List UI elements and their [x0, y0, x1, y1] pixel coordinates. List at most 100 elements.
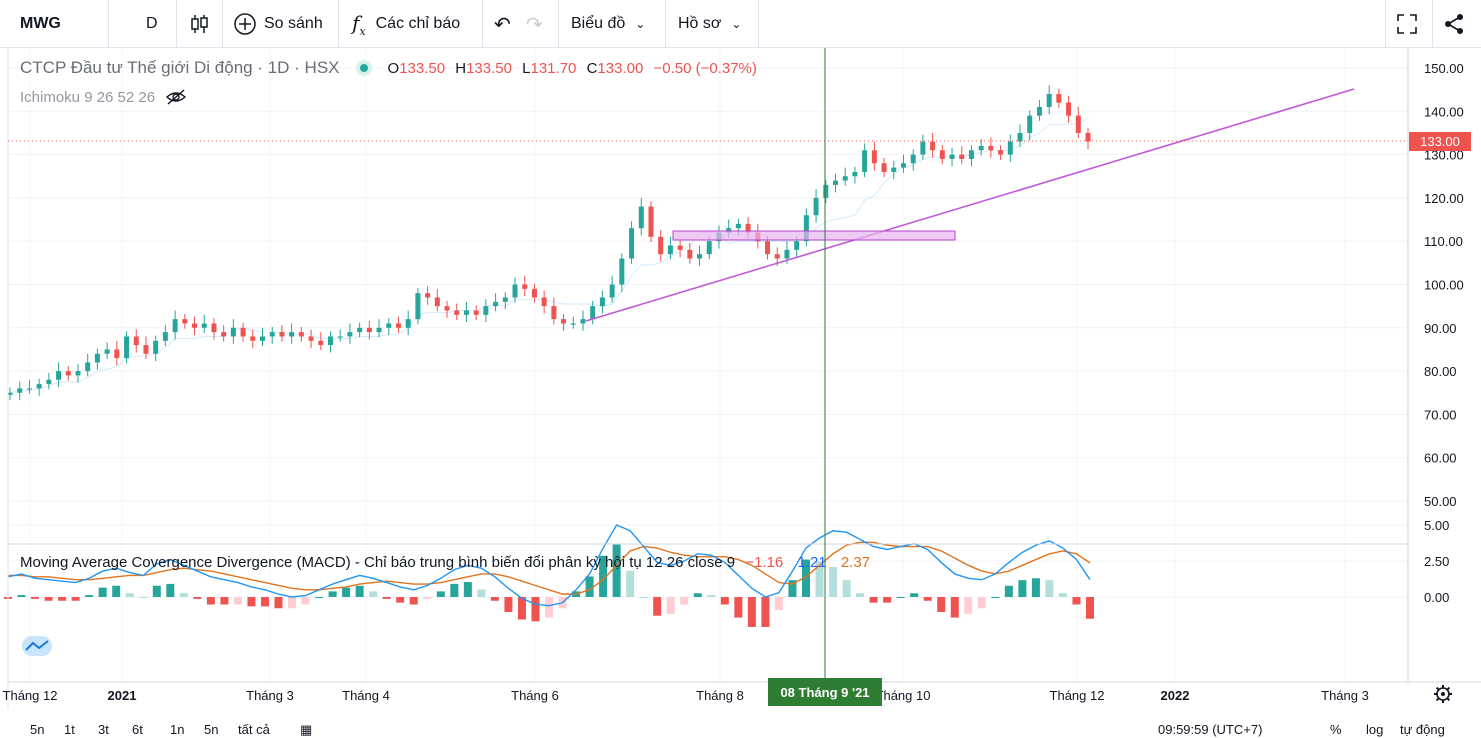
- price-tick-label: 150.00: [1424, 61, 1464, 76]
- candle-body: [1066, 102, 1072, 116]
- candle-body: [230, 327, 236, 337]
- macd-histogram-bar: [193, 597, 202, 599]
- indicators-button[interactable]: fx Các chỉ báo: [352, 0, 460, 48]
- candle-body: [7, 392, 13, 395]
- candle-body: [512, 284, 518, 298]
- price-axis: 150.00 140.00 130.00 120.00 110.00 100.00 90.0…: [1424, 61, 1464, 509]
- candle-body: [862, 150, 868, 172]
- candle-body: [104, 349, 110, 354]
- profile-menu-button[interactable]: Hồ sơ ⌄: [678, 0, 741, 48]
- candle-body: [347, 332, 353, 337]
- chart-menu-label: Biểu đồ: [571, 15, 626, 32]
- candle-body: [211, 323, 217, 333]
- macd-histogram-bar: [545, 597, 553, 618]
- price-tick-label: 130.00: [1424, 148, 1464, 163]
- candle-body: [522, 284, 528, 289]
- candle-body: [745, 223, 751, 233]
- macd-histogram-bar: [517, 597, 526, 620]
- candle-body: [376, 327, 382, 333]
- candle-body: [250, 336, 256, 341]
- macd-histogram-bar: [747, 597, 756, 627]
- last-price-tag-label: 133.00: [1420, 134, 1460, 149]
- ichimoku-overlay: [9, 117, 1089, 394]
- candle-body: [959, 154, 965, 159]
- candle-body: [1085, 132, 1091, 142]
- candle-body: [1036, 106, 1042, 116]
- macd-histogram-bar: [869, 597, 878, 603]
- candle-body: [570, 323, 576, 325]
- candle-body: [1046, 93, 1052, 107]
- redo-icon[interactable]: ↷: [526, 13, 543, 36]
- candle-body: [85, 362, 91, 372]
- top-toolbar: MWG D So sánh fx Các chỉ báo ↶ ↷ Biểu đồ…: [0, 0, 1481, 48]
- price-chart[interactable]: 150.00 140.00 130.00 120.00 110.00 100.00 90.0…: [0, 48, 1481, 710]
- add-circle-icon: [234, 13, 256, 35]
- macd-histogram-bar: [1018, 580, 1027, 597]
- macd-histogram-bar: [720, 597, 729, 605]
- candle-body: [1075, 115, 1081, 133]
- candle-body: [298, 332, 304, 337]
- macd-histogram-bar: [707, 595, 716, 597]
- macd-axis: 5.00 2.50 0.00: [1424, 518, 1449, 605]
- candle-body: [726, 228, 732, 233]
- candle-body: [949, 154, 955, 159]
- candle-body: [619, 258, 625, 285]
- undo-icon[interactable]: ↶: [494, 13, 511, 36]
- macd-histogram-bar: [1072, 597, 1081, 605]
- macd-histogram-bar: [937, 597, 946, 612]
- macd-histogram-bar: [355, 585, 364, 597]
- candle-body: [531, 288, 537, 298]
- macd-histogram-bar: [477, 589, 486, 597]
- macd-histogram-bar: [788, 580, 797, 597]
- macd-histogram-bar: [815, 561, 824, 597]
- change-value: −0.50 (−0.37%): [653, 59, 757, 77]
- time-axis: Tháng 12 2021 Tháng 3 Tháng 4 Tháng 6 Tháng 8…: [3, 688, 1369, 703]
- chevron-down-icon: ⌄: [635, 17, 646, 31]
- candlestick-icon: [191, 15, 208, 33]
- candle-body: [454, 310, 460, 315]
- time-tick-label: Tháng 12: [1050, 688, 1105, 703]
- logo-line: [25, 640, 49, 651]
- toolbar-divider: [482, 0, 483, 48]
- calendar-icon[interactable]: ▦: [300, 722, 313, 737]
- gear-icon[interactable]: [1434, 685, 1452, 703]
- candle-body: [803, 215, 809, 242]
- candle-body: [308, 336, 314, 341]
- candle-body: [930, 141, 936, 151]
- fullscreen-button[interactable]: [1396, 0, 1418, 48]
- macd-histogram-bar: [612, 544, 621, 597]
- candle-body: [658, 236, 664, 255]
- candle-body: [648, 206, 654, 237]
- candle-body: [162, 332, 168, 341]
- macd-histogram-bar: [260, 597, 269, 607]
- interval-button[interactable]: D: [146, 15, 158, 32]
- symbol-button[interactable]: MWG: [20, 15, 61, 32]
- macd-histogram-bar: [599, 555, 608, 597]
- macd-histogram-bar: [490, 597, 499, 601]
- candle-body: [386, 323, 392, 328]
- candle-body: [580, 319, 586, 324]
- ichimoku-legend[interactable]: Ichimoku 9 26 52 26: [20, 88, 187, 106]
- candle-body: [774, 254, 780, 259]
- macd-histogram-bar: [653, 597, 662, 616]
- candle-body: [765, 241, 771, 255]
- macd-histogram-bar: [923, 597, 932, 601]
- candle-style-button[interactable]: [188, 0, 210, 48]
- macd-histogram-bar: [166, 583, 175, 597]
- macd-histogram-bar: [125, 593, 134, 597]
- price-tick-label: 120.00: [1424, 191, 1464, 206]
- chart-menu-button[interactable]: Biểu đồ ⌄: [571, 0, 645, 48]
- share-button[interactable]: [1443, 0, 1465, 48]
- compare-button[interactable]: So sánh: [234, 0, 323, 48]
- macd-histogram-bar: [680, 597, 689, 605]
- macd-histogram-bar: [666, 597, 675, 614]
- macd-histogram-bar: [301, 597, 310, 605]
- macd-histogram-bar: [274, 597, 283, 609]
- candle-body: [493, 301, 499, 307]
- macd-legend: Moving Average Covergence Divergence (MA…: [20, 554, 870, 571]
- candle-body: [599, 297, 605, 307]
- eye-hidden-icon[interactable]: [165, 88, 187, 106]
- macd-histogram-bar: [233, 597, 242, 605]
- candle-body: [46, 379, 52, 385]
- candle-body: [910, 154, 916, 164]
